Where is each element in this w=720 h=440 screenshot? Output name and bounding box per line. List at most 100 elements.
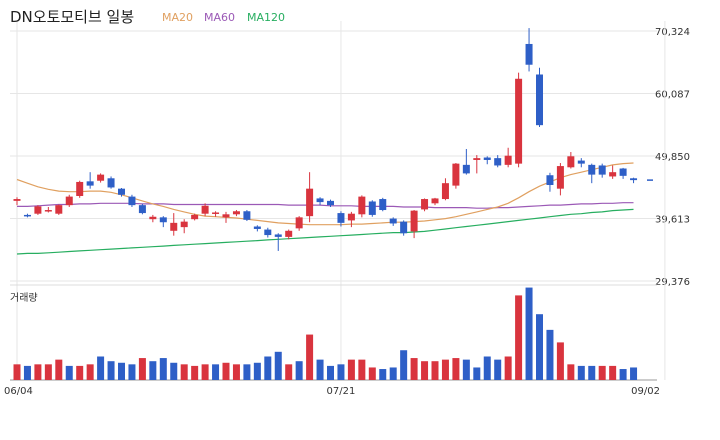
candle-body: [379, 199, 387, 211]
candle-body: [222, 214, 230, 218]
volume-bar: [118, 362, 125, 380]
candle-body: [483, 157, 491, 160]
x-tick-label: 07/21: [327, 386, 356, 397]
volume-bar: [452, 358, 460, 380]
candle-body: [389, 218, 397, 224]
volume-bar: [389, 367, 397, 380]
volume-bar: [212, 364, 220, 380]
candle-body: [128, 196, 136, 206]
volume-bar: [410, 358, 418, 380]
candle-body: [201, 205, 209, 214]
candle-body: [295, 217, 303, 229]
volume-bar: [525, 287, 533, 380]
chart-title: DN오토모티브 일봉: [10, 8, 135, 26]
candle-body: [118, 188, 125, 195]
volume-bar: [285, 364, 293, 380]
candle-body: [306, 188, 314, 217]
volume-bar: [316, 359, 324, 380]
candle-body: [253, 226, 261, 229]
candle-body: [567, 156, 575, 168]
candle-body: [525, 43, 533, 65]
candle-body: [159, 217, 167, 223]
candle-body: [232, 211, 240, 215]
volume-bar: [577, 365, 585, 380]
candle-body: [546, 175, 554, 186]
volume-bar: [598, 365, 606, 380]
candle-body: [598, 165, 606, 175]
candle-body: [588, 164, 596, 175]
legend-ma20: MA20: [162, 11, 194, 24]
volume-bar: [462, 359, 470, 380]
candle-body: [556, 166, 564, 189]
candle-body: [107, 178, 115, 188]
volume-bar: [138, 358, 146, 380]
candle-body: [138, 205, 146, 214]
y-tick-label: 60,087: [655, 90, 690, 101]
y-tick-label: 70,324: [655, 27, 690, 38]
volume-bar: [191, 365, 199, 380]
candle-body: [515, 78, 523, 164]
candle-body: [76, 181, 84, 196]
candle-body: [65, 196, 73, 206]
volume-bar: [13, 364, 21, 380]
volume-bar: [55, 359, 63, 380]
volume-bar: [264, 356, 272, 380]
legend-ma60: MA60: [204, 11, 236, 24]
x-tick-label: 06/04: [4, 386, 33, 397]
legend-ma120: MA120: [247, 11, 286, 24]
volume-bar: [23, 365, 31, 380]
candle-body: [452, 163, 460, 186]
volume-bar: [306, 334, 314, 380]
candle-body: [316, 198, 324, 203]
ma20-line: [16, 162, 634, 226]
volume-bar: [274, 351, 282, 380]
volume-bar: [473, 367, 481, 380]
volume-bar: [494, 359, 502, 380]
candle-body: [86, 181, 94, 186]
candle-body: [462, 164, 470, 174]
candle-body: [191, 214, 199, 220]
volume-bar: [368, 367, 376, 380]
volume-bar: [421, 361, 429, 380]
volume-bar: [347, 359, 355, 380]
x-tick-label: 09/02: [631, 386, 660, 397]
candle-body: [34, 206, 42, 214]
candle-body: [358, 196, 366, 215]
candle-body: [243, 211, 251, 220]
volume-bar: [180, 364, 188, 380]
candle-body: [410, 210, 418, 232]
volume-bar: [34, 364, 42, 380]
volume-bar: [358, 359, 366, 380]
volume-bar: [379, 369, 387, 380]
volume-bar: [97, 356, 105, 380]
volume-bar: [337, 364, 345, 380]
candle-body: [609, 172, 617, 177]
volume-bar: [253, 362, 261, 380]
y-tick-label: 49,850: [655, 152, 690, 163]
candle-body: [23, 214, 31, 217]
candle-body: [149, 216, 157, 220]
volume-bar: [536, 314, 543, 380]
volume-bar: [243, 364, 251, 380]
y-tick-label: 39,613: [655, 215, 690, 226]
candle-body: [327, 200, 334, 206]
volume-bar: [483, 356, 491, 380]
volume-bar: [567, 364, 575, 380]
candle-body: [264, 229, 272, 236]
candle-body: [504, 155, 512, 165]
candle-body: [368, 201, 376, 215]
volume-bar: [44, 364, 52, 380]
candle-body: [577, 160, 585, 164]
volume-bar: [222, 362, 230, 380]
candle-body: [494, 158, 502, 166]
candle-body: [441, 183, 449, 200]
candle-body: [274, 234, 282, 237]
candle-body: [536, 74, 543, 126]
volume-bar: [504, 356, 512, 380]
y-tick-label: 29,376: [655, 277, 690, 288]
volume-bar: [327, 365, 334, 380]
volume-bar: [86, 364, 94, 380]
volume-bar: [65, 365, 73, 380]
candle-body: [347, 213, 355, 221]
